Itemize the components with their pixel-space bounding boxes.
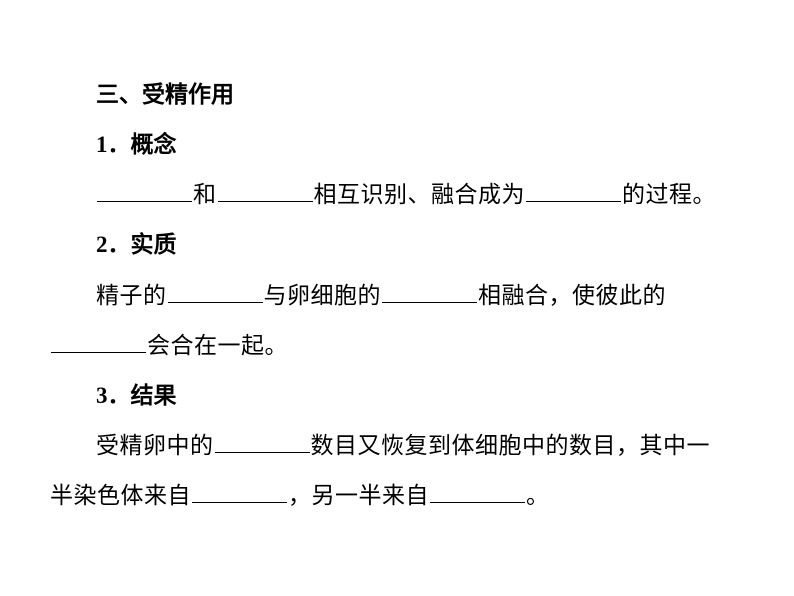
paragraph-2b: 会合在一起。: [50, 321, 744, 371]
blank-3-2: [192, 480, 287, 503]
blank-1-2: [218, 179, 313, 202]
text-3-1: 受精卵中的: [96, 433, 214, 458]
text-1-2: 相互识别、融合成为: [314, 182, 526, 207]
text-3-2: 数目又恢复到体细胞中的数目，其中一: [311, 433, 711, 458]
main-heading: 三、受精作用: [50, 70, 744, 120]
paragraph-3a: 受精卵中的 数目又恢复到体细胞中的数目，其中一: [50, 421, 744, 471]
subheading-1: 1．概念: [50, 120, 744, 170]
blank-3-3: [430, 480, 525, 503]
text-2-2: 与卵细胞的: [264, 283, 382, 308]
subheading-2: 2．实质: [50, 220, 744, 270]
text-1-3: 的过程。: [622, 182, 716, 207]
paragraph-1: 和 相互识别、融合成为 的过程。: [50, 170, 744, 220]
text-1-1: 和: [193, 182, 217, 207]
blank-2-1: [168, 280, 263, 303]
document-content: 三、受精作用 1．概念 和 相互识别、融合成为 的过程。 2．实质 精子的 与卵细胞的…: [50, 70, 744, 521]
subheading-3: 3．结果: [50, 371, 744, 421]
blank-1-1: [97, 179, 192, 202]
paragraph-3b: 半染色体来自 ，另一半来自 。: [50, 471, 744, 521]
blank-1-3: [526, 179, 621, 202]
text-2-4: 会合在一起。: [147, 333, 288, 358]
text-2-3: 相融合，使彼此的: [478, 283, 666, 308]
text-3-5: 。: [526, 483, 550, 508]
text-3-3: 半染色体来自: [50, 483, 191, 508]
paragraph-2a: 精子的 与卵细胞的 相融合，使彼此的: [50, 271, 744, 321]
text-3-4: ，另一半来自: [288, 483, 429, 508]
text-2-1: 精子的: [96, 283, 167, 308]
blank-2-3: [51, 330, 146, 353]
blank-3-1: [215, 430, 310, 453]
blank-2-2: [382, 280, 477, 303]
